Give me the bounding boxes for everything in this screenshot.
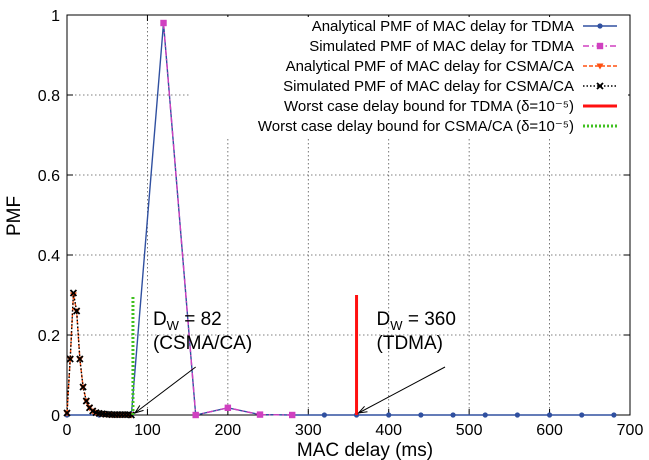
data-point xyxy=(69,289,78,297)
legend-item-1: Simulated PMF of MAC delay for TDMA xyxy=(309,38,617,55)
series-1 xyxy=(160,19,296,419)
arrow-head xyxy=(133,405,144,414)
data-point xyxy=(482,412,488,418)
legend-item-5: Worst case delay bound for CSMA/CA (δ=10… xyxy=(258,118,617,135)
annotation-0: DW = 82(CSMA/CA) xyxy=(133,309,252,414)
data-point xyxy=(386,412,392,418)
legend-label: Analytical PMF of MAC delay for CSMA/CA xyxy=(286,58,574,75)
data-point xyxy=(76,355,84,363)
data-point xyxy=(289,411,296,419)
legend-label: Simulated PMF of MAC delay for TDMA xyxy=(309,38,574,55)
data-point xyxy=(611,412,617,418)
data-point xyxy=(79,383,87,391)
data-point xyxy=(73,307,81,315)
legend: Analytical PMF of MAC delay for TDMA Simu… xyxy=(190,17,628,139)
x-tick-label: 500 xyxy=(456,422,483,439)
series-layer xyxy=(63,19,617,419)
annotations: DW = 82(CSMA/CA) DW = 360(TDMA) xyxy=(133,309,456,414)
legend-item-2: Analytical PMF of MAC delay for CSMA/CA xyxy=(286,58,617,75)
x-tick-label: 0 xyxy=(63,422,72,439)
data-point xyxy=(418,412,424,418)
data-point xyxy=(63,409,71,417)
data-point xyxy=(450,412,456,418)
legend-marker xyxy=(596,42,604,50)
y-tick-label: 1 xyxy=(51,8,60,25)
series-3 xyxy=(63,289,135,419)
x-tick-label: 300 xyxy=(295,422,322,439)
data-point xyxy=(546,412,553,418)
y-tick-label: 0.6 xyxy=(38,168,60,185)
y-tick-label: 0.8 xyxy=(38,88,60,105)
x-tick-label: 400 xyxy=(375,422,402,439)
arrow-head xyxy=(357,405,368,414)
data-point xyxy=(192,411,199,419)
annotation-label: DW = 82 xyxy=(153,309,222,333)
legend-item-4: Worst case delay bound for TDMA (δ=10⁻⁵) xyxy=(284,98,617,115)
data-point xyxy=(579,412,585,418)
x-tick-label: 200 xyxy=(215,422,242,439)
data-point xyxy=(224,404,232,411)
data-point xyxy=(82,397,90,405)
legend-marker xyxy=(596,82,604,90)
legend-label: Simulated PMF of MAC delay for CSMA/CA xyxy=(283,78,574,95)
annotation-sublabel: (TDMA) xyxy=(377,333,443,354)
y-tick-label: 0 xyxy=(51,408,60,425)
annotation-arrow xyxy=(134,366,196,414)
data-point xyxy=(160,19,167,27)
series-line xyxy=(162,22,293,416)
legend-background xyxy=(190,17,628,139)
y-axis-label: PMF xyxy=(4,196,25,236)
series-line xyxy=(67,22,614,416)
x-tick-label: 600 xyxy=(536,422,563,439)
legend-label: Worst case delay bound for TDMA (δ=10⁻⁵) xyxy=(284,98,574,115)
legend-item-0: Analytical PMF of MAC delay for TDMA xyxy=(312,18,617,35)
data-point xyxy=(514,412,521,418)
data-point xyxy=(321,412,327,418)
annotation-label: DW = 360 xyxy=(377,309,456,333)
legend-item-3: Simulated PMF of MAC delay for CSMA/CA xyxy=(283,78,617,95)
series-2 xyxy=(63,292,135,419)
data-point xyxy=(256,411,264,418)
y-tick-label: 0.4 xyxy=(38,248,60,265)
legend-label: Analytical PMF of MAC delay for TDMA xyxy=(312,18,574,35)
x-tick-label: 700 xyxy=(617,422,644,439)
annotation-1: DW = 360(TDMA) xyxy=(357,309,456,414)
legend-marker xyxy=(596,63,604,70)
legend-label: Worst case delay bound for CSMA/CA (δ=10… xyxy=(258,118,574,135)
legend-marker xyxy=(597,23,603,29)
data-point xyxy=(66,355,74,363)
annotation-arrow xyxy=(358,366,446,414)
y-tick-label: 0.2 xyxy=(38,328,60,345)
x-tick-label: 100 xyxy=(134,422,161,439)
x-axis-label: MAC delay (ms) xyxy=(297,440,433,460)
annotation-sublabel: (CSMA/CA) xyxy=(153,333,252,354)
